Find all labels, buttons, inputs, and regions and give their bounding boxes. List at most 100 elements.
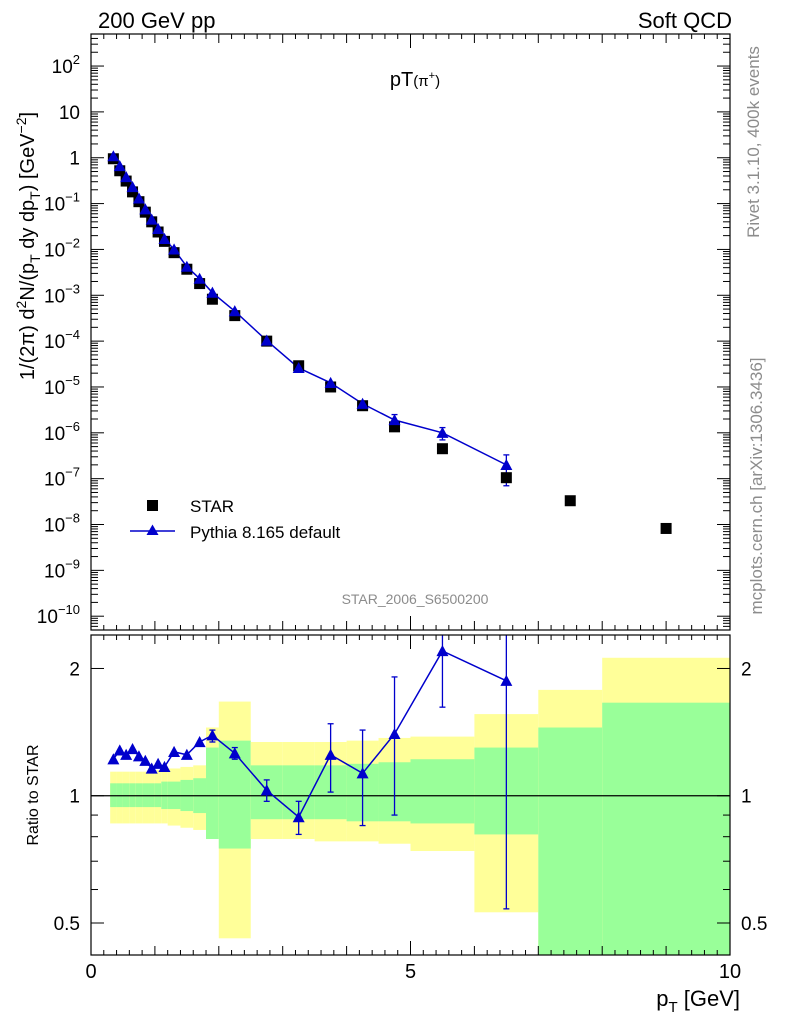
ratio-y-tick-label-right: 1 <box>741 787 752 808</box>
ratio-panel: 0.5 0.5 1 1 2 2 0 5 10 Ratio to STAR pT [GeV] <box>25 634 768 1016</box>
mc-point <box>120 171 133 183</box>
mc-point <box>152 222 165 235</box>
ratio-point <box>260 784 273 796</box>
mc-point <box>206 286 219 298</box>
data-point <box>564 495 576 507</box>
ratio-y-tick-label-left: 0.5 <box>54 914 80 935</box>
ratio-point <box>180 748 193 760</box>
legend-mc-marker <box>146 524 159 535</box>
header-right: Soft QCD <box>638 8 732 33</box>
mc-markers <box>107 150 513 470</box>
rivet-label: Rivet 3.1.10, 400k events <box>744 46 763 238</box>
legend-data-label: STAR <box>190 497 234 516</box>
ratio-point <box>500 674 513 686</box>
mc-point <box>324 376 337 388</box>
stat-band-green <box>602 702 730 955</box>
mc-point <box>180 260 193 272</box>
mc-point <box>126 180 139 193</box>
mc-point <box>107 150 120 162</box>
y-tick-label: 1 <box>69 149 80 170</box>
ratio-y-tick-labels: 0.5 0.5 1 1 2 2 <box>54 659 768 935</box>
mc-line <box>112 155 507 466</box>
data-point <box>389 421 401 433</box>
ratio-point <box>113 744 126 756</box>
header-left: 200 GeV pp <box>98 8 215 33</box>
x-axis-label: pT [GeV] <box>656 986 740 1016</box>
ratio-point <box>126 742 139 755</box>
data-point <box>660 522 672 534</box>
ratio-point <box>107 753 120 765</box>
y-tick-label: 10−2 <box>44 235 80 261</box>
data-point <box>206 293 218 305</box>
y-tick-label: 10−1 <box>44 190 80 216</box>
ratio-y-tick-label-right: 2 <box>741 659 752 680</box>
ratio-y-tick-label-left: 2 <box>69 659 80 680</box>
ratio-point <box>158 760 171 773</box>
ratio-y-tick-label-left: 1 <box>69 787 80 808</box>
mc-point <box>356 397 369 409</box>
analysis-watermark: STAR_2006_S6500200 <box>342 591 489 607</box>
y-tick-label: 10−3 <box>44 281 80 307</box>
top-y-tick-labels: 102 10 1 10−1 10−2 10−3 10−4 10−5 10−6 10−7 10−8 10… <box>37 52 80 628</box>
mc-point <box>168 243 181 255</box>
stat-band-green <box>206 747 219 840</box>
y-tick-label: 10 <box>59 103 80 124</box>
ratio-y-tick-label-right: 0.5 <box>741 914 767 935</box>
stat-band-green <box>538 727 603 955</box>
ratio-point <box>436 644 449 657</box>
ratio-uncertainty-bands <box>110 657 730 955</box>
mc-point <box>500 458 513 470</box>
x-tick-labels: 0 5 10 <box>85 961 741 983</box>
ratio-point <box>206 729 219 741</box>
ratio-point <box>356 767 369 779</box>
mc-point <box>193 272 206 284</box>
top-y-ticks <box>90 33 731 630</box>
ratio-point <box>193 735 206 748</box>
mc-point <box>436 426 449 438</box>
mc-point <box>113 160 126 172</box>
ratio-point <box>139 754 152 766</box>
ratio-mc-series <box>107 635 513 910</box>
ratio-point <box>120 748 133 760</box>
ratio-point <box>388 727 401 740</box>
ratio-point <box>228 747 241 759</box>
y-tick-label: 10−10 <box>37 602 80 628</box>
legend-mc-label: Pythia 8.165 default <box>190 523 341 542</box>
y-tick-label: 10−5 <box>44 373 80 399</box>
mc-point <box>139 203 152 215</box>
y-tick-label: 10−8 <box>44 511 80 537</box>
mc-point <box>158 232 171 244</box>
mcplots-label: mcplots.cern.ch [arXiv:1306.3436] <box>747 357 766 614</box>
x-tick-label: 5 <box>405 961 416 983</box>
mc-point <box>145 213 158 225</box>
x-tick-label: 10 <box>719 961 741 983</box>
ratio-point <box>168 745 181 757</box>
mc-series <box>112 155 510 487</box>
mc-point <box>132 192 145 204</box>
x-tick-label: 0 <box>85 961 96 983</box>
top-panel-title: pT(π+) <box>390 69 440 91</box>
y-tick-label: 10−4 <box>44 327 80 353</box>
ratio-point <box>132 750 145 762</box>
mc-point <box>228 305 241 317</box>
ratio-point <box>145 762 158 774</box>
mc-point <box>388 414 401 426</box>
ratio-point <box>292 811 305 823</box>
ratio-point <box>152 757 165 769</box>
mc-point <box>292 361 305 374</box>
legend: STAR Pythia 8.165 default <box>130 497 341 542</box>
ratio-ticks <box>90 635 731 955</box>
ratio-point <box>324 748 337 760</box>
ratio-y-axis-label: Ratio to STAR <box>25 744 42 845</box>
stat-band-green <box>410 759 475 824</box>
data-series <box>107 153 672 534</box>
legend-data-marker <box>147 500 158 511</box>
data-point <box>436 443 448 455</box>
top-panel: 102 10 1 10−1 10−2 10−3 10−4 10−5 10−6 10−7 10−8 10… <box>13 33 731 631</box>
y-tick-label: 10−7 <box>44 465 80 491</box>
data-point <box>500 472 512 484</box>
y-tick-label: 10−9 <box>44 556 80 582</box>
top-y-axis-label: 1/(2π) d2N/(pT dy dpT) [GeV−2] <box>13 112 43 380</box>
mc-point <box>260 334 273 346</box>
